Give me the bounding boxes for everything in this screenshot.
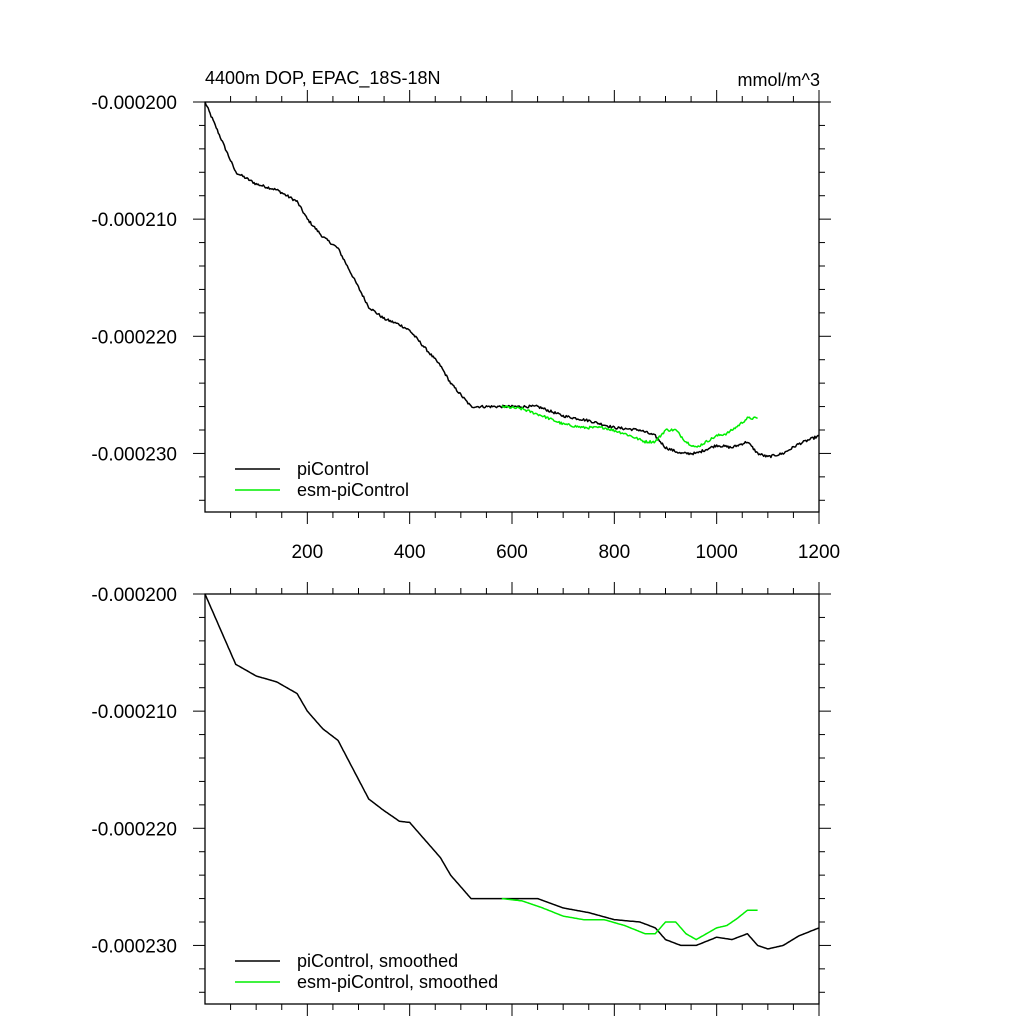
top-panel-series <box>204 101 820 459</box>
x-tick-label: 400 <box>394 542 426 563</box>
top-panel-ticks <box>193 90 831 524</box>
x-tick-label: 1000 <box>696 542 738 563</box>
top-panel-y-tick-labels: -0.000200 -0.000210 -0.000220 -0.000230 <box>91 93 177 465</box>
y-tick-label: -0.000200 <box>91 585 177 606</box>
bottom-panel: -0.000200 -0.000210 -0.000220 -0.000230 piC… <box>91 582 831 1016</box>
bottom-panel-ticks <box>193 582 831 1016</box>
series-line-esm-picontrol <box>501 404 758 448</box>
x-tick-label: 200 <box>291 542 323 563</box>
y-tick-label: -0.000230 <box>91 936 177 957</box>
top-panel: 4400m DOP, EPAC_18S-18N mmol/m^3 200 400 6… <box>91 68 840 563</box>
y-tick-label: -0.000220 <box>91 819 177 840</box>
top-panel-x-tick-labels: 200 400 600 800 1000 1200 <box>291 542 840 563</box>
x-tick-label: 1200 <box>798 542 840 563</box>
bottom-panel-series <box>204 593 820 950</box>
y-tick-label: -0.000210 <box>91 702 177 723</box>
y-tick-label: -0.000200 <box>91 93 177 114</box>
bottom-panel-legend: piControl, smoothed esm-piControl, smoot… <box>235 951 498 992</box>
x-tick-label: 600 <box>496 542 528 563</box>
bottom-panel-frame <box>204 593 820 1005</box>
bottom-legend-label-esm-picontrol-smoothed: esm-piControl, smoothed <box>297 972 498 992</box>
bottom-panel-y-tick-labels: -0.000200 -0.000210 -0.000220 -0.000230 <box>91 585 177 957</box>
top-panel-units: mmol/m^3 <box>738 70 820 90</box>
bottom-legend-label-picontrol-smoothed: piControl, smoothed <box>297 951 458 971</box>
y-tick-label: -0.000230 <box>91 444 177 465</box>
y-tick-label: -0.000220 <box>91 327 177 348</box>
series-line-picontrol-smoothed <box>204 593 820 950</box>
series-line-esm-picontrol-smoothed <box>501 897 758 941</box>
top-panel-title: 4400m DOP, EPAC_18S-18N <box>205 68 440 89</box>
top-legend-label-picontrol: piControl <box>297 459 369 479</box>
x-tick-label: 800 <box>598 542 630 563</box>
top-legend-label-esm-picontrol: esm-piControl <box>297 480 409 500</box>
series-line-picontrol <box>204 101 820 459</box>
top-panel-legend: piControl esm-piControl <box>235 459 409 500</box>
top-panel-frame <box>204 101 820 513</box>
y-tick-label: -0.000210 <box>91 210 177 231</box>
